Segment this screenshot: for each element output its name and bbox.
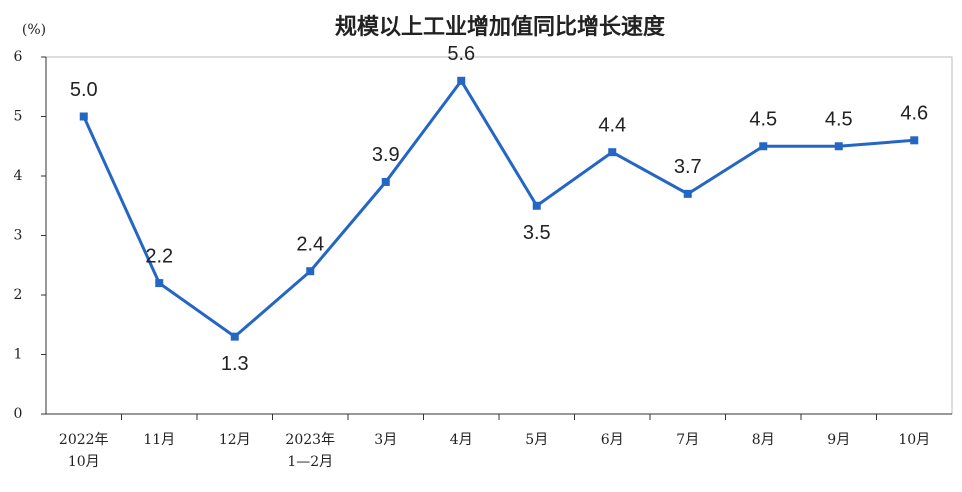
x-tick-label: 2023年 1—2月: [285, 432, 335, 470]
data-point: [532, 201, 541, 210]
data-point: [155, 279, 164, 288]
data-point: [759, 142, 768, 151]
y-tick-label: 6: [14, 49, 23, 65]
data-label: 5.0: [70, 79, 98, 101]
data-label: 3.9: [372, 144, 400, 166]
data-label: 1.3: [221, 353, 249, 375]
data-point: [381, 177, 390, 186]
data-label: 4.5: [825, 109, 853, 131]
data-label: 3.7: [674, 156, 702, 178]
data-point: [683, 189, 692, 198]
data-point: [79, 112, 88, 121]
data-point: [834, 142, 843, 151]
data-label: 4.6: [900, 103, 928, 125]
x-tick-label: 6月: [601, 432, 624, 448]
data-label: 3.5: [523, 222, 551, 244]
x-tick-label: 5月: [525, 432, 548, 448]
data-label: 2.4: [296, 233, 324, 255]
x-tick-label: 4月: [450, 432, 473, 448]
x-tick-label: 8月: [752, 432, 775, 448]
plot-frame: [45, 56, 953, 415]
data-label: 4.4: [598, 114, 626, 136]
x-tick-label: 12月: [219, 432, 251, 448]
data-point: [457, 76, 466, 85]
x-tick-label: 3月: [374, 432, 397, 448]
data-label: 5.6: [447, 43, 475, 65]
chart-title: 规模以上工业增加值同比增长速度: [335, 14, 666, 40]
data-label: 4.5: [749, 109, 777, 131]
y-tick-label: 5: [14, 109, 23, 125]
x-tick-label: 9月: [827, 432, 850, 448]
series-line: [82, 78, 915, 339]
y-tick-label: 1: [14, 347, 23, 363]
y-axis-unit: (%): [22, 22, 46, 38]
y-tick-label: 2: [14, 287, 23, 303]
x-tick-label: 10月: [898, 432, 930, 448]
data-point: [910, 136, 919, 145]
y-tick-label: 3: [14, 228, 23, 244]
data-label: 2.2: [145, 245, 173, 267]
x-tick-label: 11月: [143, 432, 175, 448]
data-point: [230, 332, 239, 341]
data-point: [306, 267, 315, 276]
data-point: [608, 148, 617, 157]
x-tick-label: 2022年 10月: [59, 432, 109, 470]
y-tick-label: 4: [14, 168, 23, 184]
x-tick-label: 7月: [676, 432, 699, 448]
y-tick-label: 0: [14, 406, 23, 422]
